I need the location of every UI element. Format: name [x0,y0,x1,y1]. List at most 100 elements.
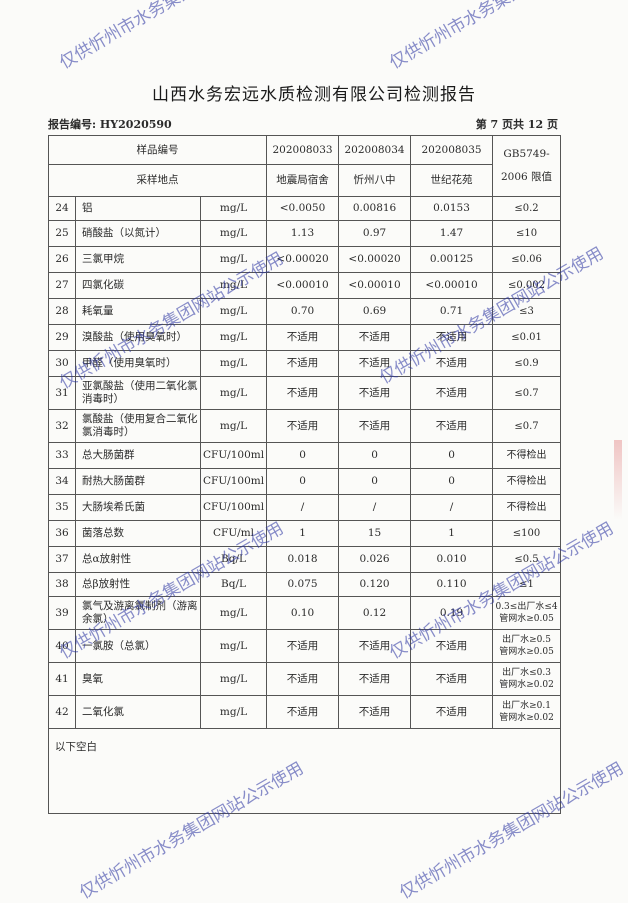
seal-edge-mark [614,440,622,520]
result-value: 0.19 [410,596,494,630]
table-row: 40 一氯胺（总氯） mg/L 不适用 不适用 不适用 出厂水≥0.5 管网水≥0.05 [48,629,562,663]
table-row: 31 亚氯酸盐（使用二氧化氯消毒时） mg/L 不适用 不适用 不适用 ≤0.7 [48,376,562,410]
item-name: 总α放射性 [75,546,201,573]
table-row: 26 三氯甲烷 mg/L <0.00020 <0.00020 0.00125 ≤0.06 [48,246,562,273]
limit-value: ≤0.06 [492,246,562,273]
limit-value: ≤0.7 [492,376,562,410]
item-name: 亚氯酸盐（使用二氧化氯消毒时） [75,376,201,410]
row-index: 37 [48,546,76,573]
row-index: 28 [48,298,76,325]
result-value: 0.120 [338,572,412,597]
row-index: 33 [48,442,76,469]
result-value: 不适用 [266,350,340,377]
result-value: 不适用 [338,350,412,377]
row-index: 41 [48,662,76,696]
result-value: <0.00010 [266,272,340,299]
item-name: 四氯化碳 [75,272,201,299]
limit-value: 出厂水≥0.5 管网水≥0.05 [492,629,562,663]
result-value: 不适用 [266,695,340,729]
limit-value: ≤0.01 [492,324,562,351]
item-name: 总β放射性 [75,572,201,597]
limit-value: ≤0.9 [492,350,562,377]
unit: Bq/L [199,572,268,597]
watermark: 仅供忻州市水务集团网站公示使用 [386,0,618,74]
limit-header: GB5749- 2006 限值 [492,135,562,197]
header-row-sample-no: 样品编号 202008033 202008034 202008035 GB574… [47,135,562,197]
row-index: 25 [48,220,76,247]
result-value: 1 [410,520,494,547]
item-name: 二氧化氯 [75,695,201,729]
report-title: 山西水务宏远水质检测有限公司检测报告 [152,85,476,105]
item-name: 氯气及游离氯制剂（游离余氯） [75,596,201,630]
result-value: <0.00010 [410,272,494,299]
result-value: / [410,494,494,521]
sample-no: 202008035 [410,135,494,165]
result-value: <0.00020 [338,246,412,273]
result-value: 0.10 [266,596,340,630]
results-table: 样品编号 202008033 202008034 202008035 GB574… [47,135,562,814]
result-value: 0.110 [410,572,494,597]
limit-line: 0.3≤出厂水≤4 [495,602,558,612]
result-value: 0 [338,442,412,469]
table-row: 30 甲醛（使用臭氧时） mg/L 不适用 不适用 不适用 ≤0.9 [48,350,562,377]
result-value: <0.00010 [338,272,412,299]
row-index: 38 [48,572,76,597]
result-value: 不适用 [410,350,494,377]
row-index: 42 [48,695,76,729]
unit: CFU/100ml [199,442,268,469]
limit-line: 出厂水≤0.3 [502,668,551,678]
unit: mg/L [199,409,268,443]
limit-value: ≤1 [492,572,562,597]
unit: CFU/ml [199,520,268,547]
result-value: 0.71 [410,298,494,325]
result-value: 不适用 [338,662,412,696]
result-value: 0.010 [410,546,494,573]
limit-line: 管网水≥0.02 [499,713,554,723]
table-row: 35 大肠埃希氏菌 CFU/100ml / / / 不得检出 [48,494,562,521]
table-row: 32 氯酸盐（使用复合二氧化氯消毒时） mg/L 不适用 不适用 不适用 ≤0.7 [48,409,562,443]
header-row-location: 采样地点 地震局宿舍 忻州八中 世纪花苑 [47,164,561,197]
result-value: / [266,494,340,521]
row-index: 29 [48,324,76,351]
result-value: 0.00125 [410,246,494,273]
unit: mg/L [199,298,268,325]
limit-value: ≤3 [492,298,562,325]
limit-value: 出厂水≥0.1 管网水≥0.02 [492,695,562,729]
result-value: 0.00816 [338,196,412,221]
result-value: 不适用 [338,376,412,410]
item-name: 铝 [75,196,201,221]
item-name: 一氯胺（总氯） [75,629,201,663]
limit-value: 不得检出 [492,442,562,469]
result-value: 0 [338,468,412,495]
item-name: 大肠埃希氏菌 [75,494,201,521]
limit-line: 管网水≥0.05 [499,614,554,624]
row-index: 34 [48,468,76,495]
result-value: 不适用 [266,409,340,443]
unit: mg/L [199,220,268,247]
limit-line: 管网水≥0.02 [499,680,554,690]
table-row: 24 铝 mg/L <0.0050 0.00816 0.0153 ≤0.2 [48,196,562,221]
sample-location: 忻州八中 [338,164,412,197]
watermark: 仅供忻州市水务集团网站公示使用 [56,0,288,74]
footer-row: 以下空白 [47,728,562,814]
result-value: 不适用 [410,662,494,696]
limit-value: ≤10 [492,220,562,247]
unit: CFU/100ml [199,468,268,495]
report-number: 报告编号: HY2020590 [48,118,172,131]
unit: mg/L [199,246,268,273]
unit: mg/L [199,376,268,410]
result-value: 0.69 [338,298,412,325]
result-value: / [338,494,412,521]
result-value: 1.47 [410,220,494,247]
unit: CFU/100ml [199,494,268,521]
limit-value: ≤0.2 [492,196,562,221]
limit-line: 出厂水≥0.5 [502,635,551,645]
limit-header-line2: 2006 限值 [501,171,553,183]
sample-no: 202008033 [266,135,340,165]
result-value: 不适用 [266,324,340,351]
sample-no-label: 样品编号 [47,135,268,165]
result-value: 0 [266,442,340,469]
limit-value: 不得检出 [492,468,562,495]
result-value: 不适用 [338,695,412,729]
unit: mg/L [199,324,268,351]
